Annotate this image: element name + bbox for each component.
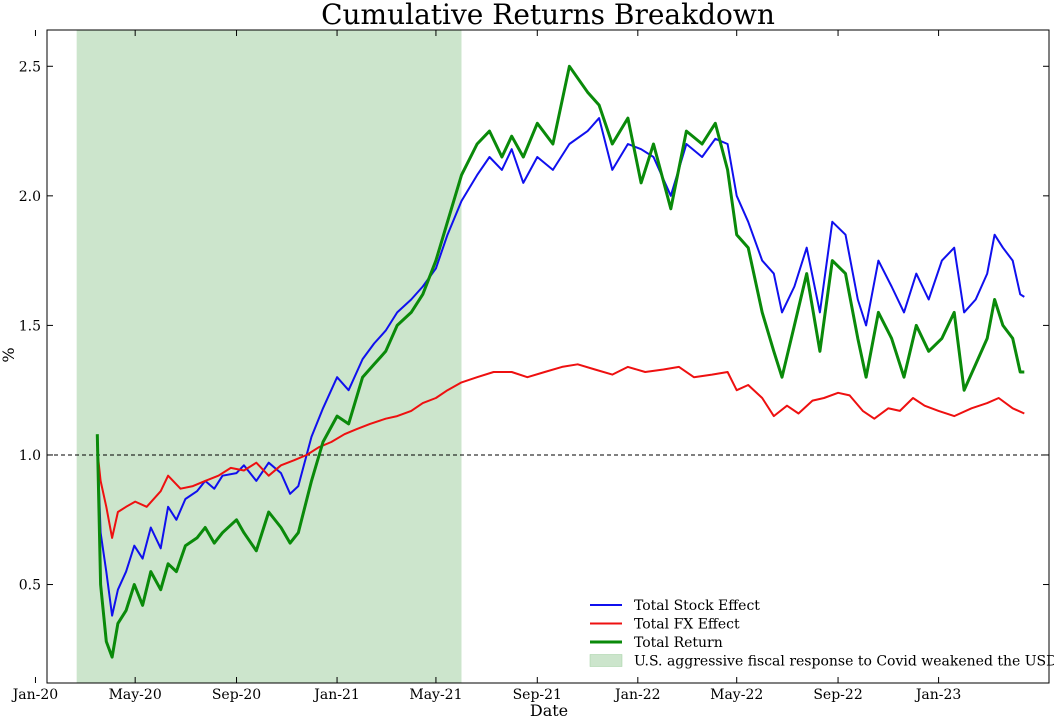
x-axis-label: Date (530, 701, 568, 720)
x-tick-label: Sep-21 (513, 687, 562, 703)
series-line-3 (95, 64, 1025, 659)
shaded-region (76, 30, 462, 683)
x-tick-label: Jan-20 (11, 687, 59, 703)
legend-swatch-shaded (589, 654, 623, 667)
x-tick-label: Sep-20 (212, 687, 261, 703)
y-tick-label: 2.0 (19, 189, 41, 205)
legend-label-1: Total Stock Effect (634, 598, 760, 614)
chart-title: Cumulative Returns Breakdown (321, 0, 775, 31)
y-tick-label: 1.5 (19, 318, 41, 334)
x-tick-label: May-20 (109, 687, 162, 703)
plot-frame (46, 29, 1050, 684)
legend-label-2: Total FX Effect (634, 617, 740, 633)
y-tick-label: 1.0 (19, 448, 41, 464)
x-tick-label: Jan-22 (613, 687, 661, 703)
y-axis-label: % (0, 347, 18, 362)
y-tick-label: 2.5 (19, 59, 41, 75)
ticks-layer: Jan-20 May-20 Sep-20 Jan-21 May-21 Sep-21 Jan-… (11, 30, 1049, 703)
legend: Total Stock Effect Total FX Effect Total R… (589, 598, 1054, 670)
series-layer (95, 64, 1025, 659)
x-tick-label: May-21 (409, 687, 462, 703)
x-tick-label: Jan-23 (914, 687, 962, 703)
y-tick-label: 0.5 (19, 578, 41, 594)
x-tick-label: May-22 (710, 687, 763, 703)
series-line-1 (96, 117, 1025, 617)
legend-label-shaded: U.S. aggressive fiscal response to Covid… (634, 654, 1054, 670)
x-tick-label: Sep-22 (813, 687, 862, 703)
x-tick-label: Jan-21 (312, 687, 360, 703)
legend-label-3: Total Return (634, 635, 723, 651)
series-line-2 (96, 363, 1025, 539)
